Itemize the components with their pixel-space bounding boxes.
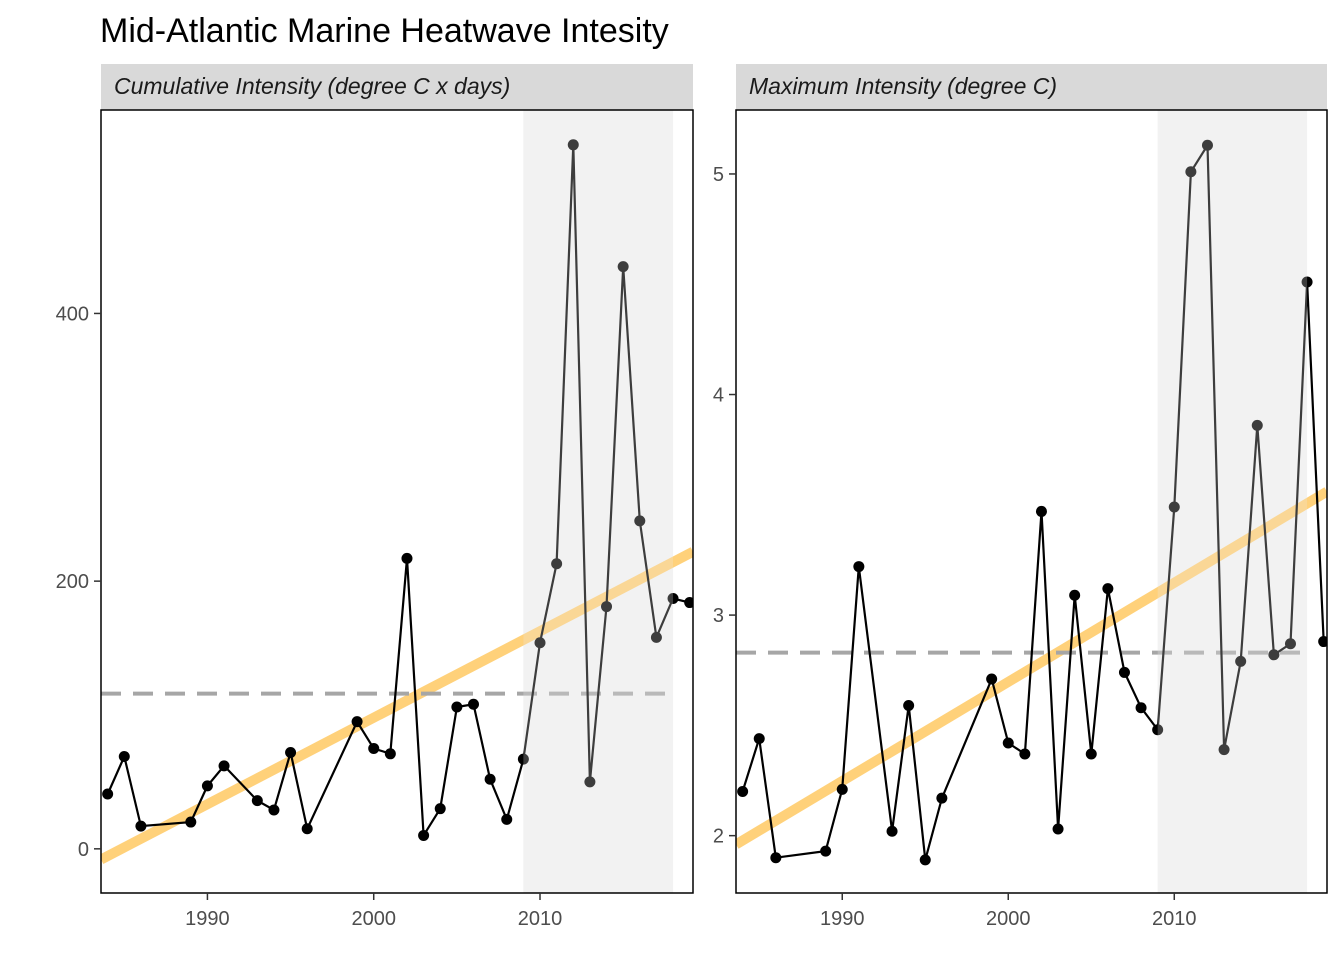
data-point — [351, 716, 363, 728]
panel-maximum-intensity: Maximum Intensity (degree C) 2 3 4 5 1990 2000… — [713, 64, 1328, 930]
data-point — [401, 552, 413, 564]
data-point — [1168, 501, 1180, 513]
data-point — [118, 750, 130, 762]
data-point — [185, 816, 197, 828]
data-point — [1052, 823, 1064, 835]
data-point — [201, 780, 213, 792]
data-point — [584, 776, 596, 788]
strip-label: Cumulative Intensity (degree C x days) — [114, 73, 510, 99]
data-point — [1284, 638, 1296, 650]
data-point — [135, 820, 147, 832]
data-point — [1085, 748, 1097, 760]
data-point — [617, 261, 629, 273]
y-tick-label: 4 — [713, 385, 724, 407]
recent-period-overlay — [523, 110, 674, 893]
data-point — [853, 561, 865, 573]
data-point — [1069, 589, 1081, 601]
data-point — [451, 701, 463, 713]
panel-border — [735, 109, 1328, 894]
data-point — [820, 845, 832, 857]
data-point — [1318, 636, 1327, 648]
y-tick-label: 400 — [56, 303, 89, 325]
data-point — [1135, 702, 1147, 714]
data-point — [936, 792, 948, 804]
data-point — [368, 742, 380, 754]
y-tick-label: 0 — [78, 839, 89, 861]
x-tick-label: 1990 — [820, 908, 865, 930]
data-point — [836, 783, 848, 795]
data-point — [567, 139, 579, 151]
data-point — [534, 637, 546, 649]
data-point — [601, 601, 613, 613]
data-point — [1019, 748, 1031, 760]
chart-title: Mid-Atlantic Marine Heatwave Intesity — [100, 12, 669, 50]
data-point — [886, 825, 898, 837]
recent-period-overlay — [1157, 110, 1308, 893]
x-tick-label: 2000 — [986, 908, 1031, 930]
data-point — [285, 746, 297, 758]
recent-period-shade — [1157, 110, 1308, 893]
data-point — [1268, 649, 1280, 661]
data-point — [1035, 505, 1047, 517]
data-point — [1002, 737, 1014, 749]
strip-label: Maximum Intensity (degree C) — [749, 73, 1057, 99]
data-point — [484, 773, 496, 785]
y-tick-label: 5 — [713, 164, 724, 186]
data-point — [418, 829, 430, 841]
data-point — [903, 700, 915, 712]
y-tick-label: 200 — [56, 571, 89, 593]
x-tick-label: 2010 — [1152, 908, 1197, 930]
data-point — [1118, 666, 1130, 678]
data-point — [737, 786, 749, 798]
data-point — [268, 804, 280, 816]
recent-period-shade — [523, 110, 674, 893]
data-point — [634, 515, 646, 527]
y-tick-label: 2 — [713, 826, 724, 848]
data-point — [986, 673, 998, 685]
panel-border — [100, 109, 694, 894]
x-tick-label: 2000 — [351, 908, 396, 930]
data-point — [1152, 724, 1164, 736]
x-tick-label: 2010 — [518, 908, 563, 930]
data-point — [1235, 655, 1247, 667]
data-point — [684, 597, 693, 609]
data-point — [501, 813, 513, 825]
plot-area — [736, 110, 1327, 893]
data-point — [384, 748, 396, 760]
strip-background — [736, 64, 1327, 110]
data-point — [434, 803, 446, 815]
data-point — [551, 558, 563, 570]
data-point — [102, 788, 114, 800]
data-point — [251, 795, 263, 807]
data-point — [218, 760, 230, 772]
data-point — [467, 698, 479, 710]
data-point — [1102, 583, 1114, 595]
data-point — [517, 753, 529, 765]
data-point — [770, 852, 782, 864]
data-point — [919, 854, 931, 866]
data-point — [1301, 276, 1313, 288]
data-point — [301, 823, 313, 835]
trend-line — [101, 547, 693, 864]
data-point — [1201, 139, 1213, 151]
strip-background — [101, 64, 693, 110]
data-point — [650, 631, 662, 643]
plot-area — [101, 110, 693, 893]
data-point — [1251, 419, 1263, 431]
y-tick-label: 3 — [713, 605, 724, 627]
panel-cumulative-intensity: Cumulative Intensity (degree C x days) 0 2… — [56, 64, 694, 930]
x-tick-label: 1990 — [185, 908, 230, 930]
data-point — [1185, 166, 1197, 178]
data-point — [667, 593, 679, 605]
data-point — [1218, 744, 1230, 756]
data-point — [753, 733, 765, 745]
